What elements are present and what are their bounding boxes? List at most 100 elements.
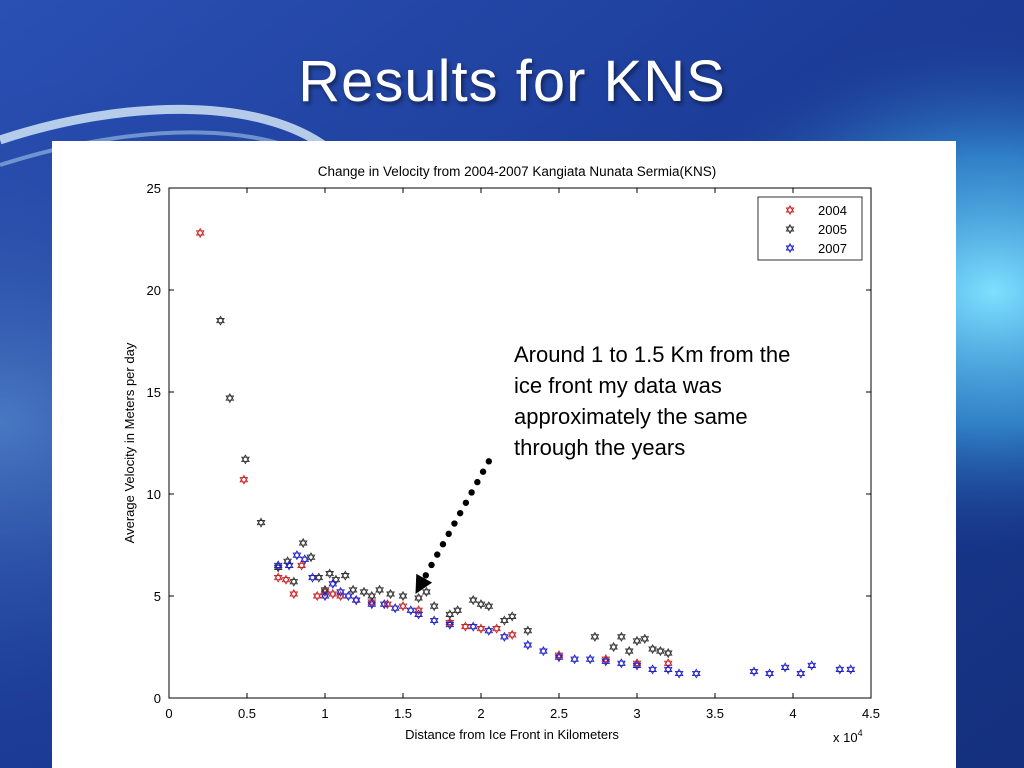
data-point-2007: [367, 599, 377, 610]
data-point-2005: [398, 590, 408, 602]
data-point-2004: [507, 629, 517, 640]
arrow-dot: [428, 561, 435, 569]
y-tick-label: 5: [154, 589, 161, 604]
data-point-2007: [273, 560, 283, 571]
arrow-head: [415, 573, 433, 594]
data-point-2007: [406, 605, 416, 616]
data-point-2005: [656, 645, 665, 657]
data-point-2007: [807, 660, 817, 671]
data-point-2005: [367, 590, 377, 602]
data-point-2004: [476, 623, 486, 634]
arrow-dot: [456, 509, 464, 517]
data-point-2007: [351, 594, 361, 606]
data-point-2007: [796, 668, 806, 679]
data-point-2005: [414, 592, 423, 604]
data-point-2004: [297, 560, 306, 571]
data-point-2005: [590, 631, 600, 642]
arrow-dot: [479, 468, 487, 475]
data-point-2005: [314, 572, 324, 583]
data-point-2004: [663, 658, 673, 669]
data-point-2004: [461, 621, 470, 632]
data-point-2007: [674, 668, 684, 679]
chart-title: Change in Velocity from 2004-2007 Kangia…: [318, 164, 716, 179]
data-point-2004: [398, 601, 408, 612]
data-point-2004: [195, 227, 205, 239]
x-tick-label: 3: [633, 706, 640, 721]
y-tick-label: 0: [154, 691, 161, 706]
data-point-2007: [320, 590, 330, 602]
data-point-2007: [780, 662, 790, 673]
legend-label-2005: 2005: [818, 222, 847, 237]
x-tick-label: 3.5: [706, 706, 724, 721]
data-point-2005: [523, 625, 533, 636]
data-point-2007: [765, 668, 774, 679]
data-point-2004: [273, 572, 283, 583]
legend-box: [757, 196, 863, 261]
data-point-2005: [468, 594, 478, 606]
x-tick-label: 4: [789, 706, 796, 721]
data-point-2005: [476, 599, 486, 610]
data-point-2004: [239, 474, 249, 485]
data-point-2005: [340, 570, 350, 581]
annotation-text: Around 1 to 1.5 Km from the ice front my…: [514, 342, 791, 460]
data-point-2005: [348, 584, 358, 595]
arrow-dot: [434, 551, 441, 558]
y-tick-label: 15: [147, 385, 161, 400]
data-point-2005: [624, 645, 634, 657]
data-point-2007: [390, 603, 400, 614]
data-point-2007: [445, 619, 455, 630]
data-point-2005: [445, 609, 455, 620]
data-point-2005: [663, 647, 673, 659]
legend-label-2004: 2004: [818, 203, 847, 218]
data-point-2007: [749, 666, 759, 677]
data-point-2007: [336, 586, 345, 598]
arrow-dot: [451, 520, 458, 527]
data-point-2007: [344, 590, 353, 602]
x-tick-label: 4.5: [862, 706, 880, 721]
data-point-2005: [375, 584, 384, 596]
data-point-2005: [640, 633, 650, 644]
data-point-2004: [328, 588, 338, 600]
y-tick-label: 10: [147, 487, 161, 502]
data-point-2007: [308, 572, 317, 583]
data-point-2007: [632, 660, 642, 671]
x-tick-label: 2: [477, 706, 484, 721]
data-point-2007: [429, 615, 439, 626]
x-tick-label: 0: [165, 706, 172, 721]
x-axis-label: Distance from Ice Front in Kilometers: [405, 727, 619, 742]
data-point-2007: [539, 645, 548, 657]
data-point-2007: [523, 639, 533, 651]
slide-title: Results for KNS: [298, 49, 726, 114]
data-point-2007: [379, 599, 389, 610]
data-point-2005: [648, 643, 657, 655]
arrow-dot: [468, 489, 475, 496]
data-point-2005: [422, 586, 431, 598]
data-point-2007: [414, 609, 423, 620]
legend-marker-2007: [785, 242, 795, 254]
data-point-2005: [241, 454, 250, 465]
data-point-2007: [300, 554, 310, 565]
data-point-2007: [663, 664, 673, 675]
data-point-2005: [256, 517, 266, 528]
arrow-dot: [439, 541, 447, 548]
data-point-2007: [554, 652, 564, 663]
data-point-2005: [484, 601, 494, 612]
data-point-2005: [609, 641, 618, 653]
data-point-2005: [386, 588, 395, 600]
data-point-2007: [691, 668, 701, 679]
data-point-2005: [225, 393, 235, 404]
arrow-dot: [445, 530, 452, 538]
data-point-2005: [632, 635, 642, 647]
data-point-2007: [648, 664, 657, 675]
data-point-2007: [585, 654, 595, 665]
legend-label-2007: 2007: [818, 241, 847, 256]
data-point-2007: [468, 621, 478, 632]
data-point-2005: [500, 615, 509, 626]
arrow-dot: [462, 499, 470, 506]
data-point-2007: [500, 631, 509, 642]
data-point-2004: [312, 590, 322, 602]
data-point-2007: [835, 664, 845, 675]
x-tick-label: 2.5: [550, 706, 568, 721]
data-point-2007: [328, 578, 338, 589]
x-axis-multiplier: x 104: [833, 728, 863, 745]
